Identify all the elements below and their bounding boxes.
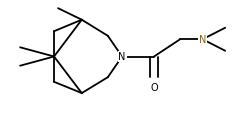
Text: O: O: [150, 82, 158, 92]
Text: N: N: [118, 52, 126, 62]
Text: N: N: [199, 35, 206, 45]
